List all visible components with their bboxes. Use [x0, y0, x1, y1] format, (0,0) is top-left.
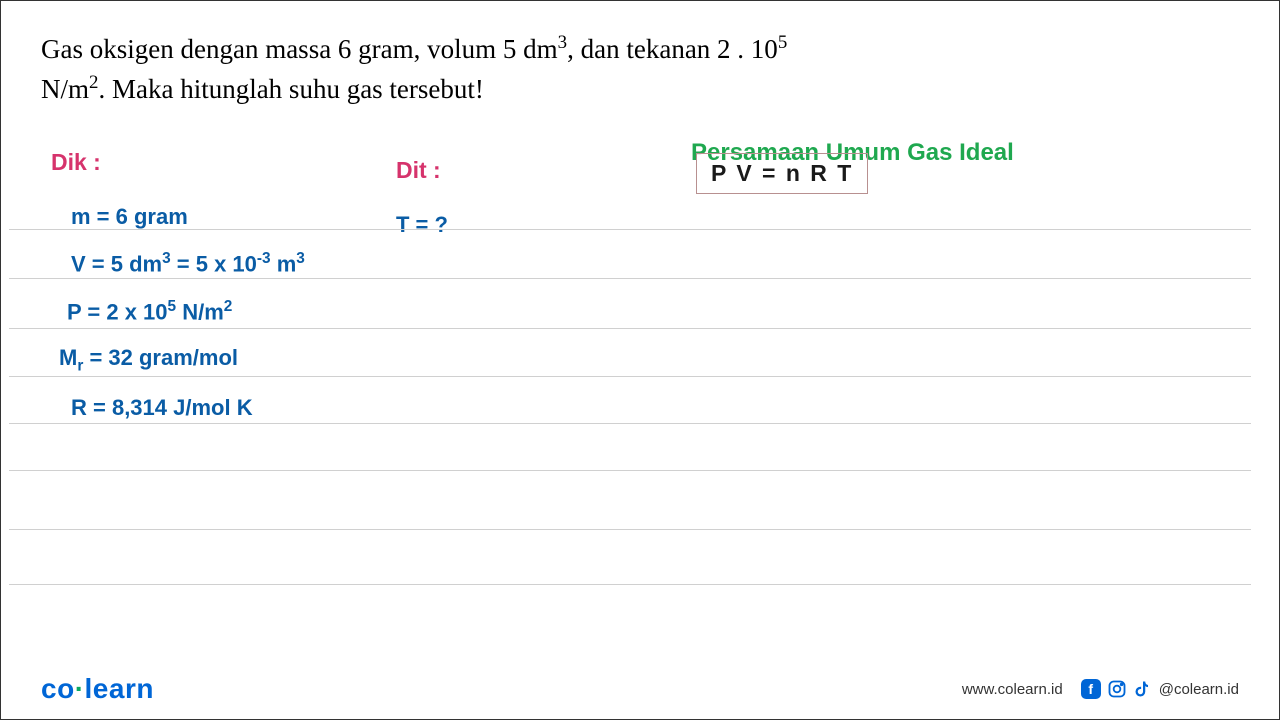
rule-line — [9, 278, 1251, 279]
rule-line — [9, 423, 1251, 424]
rule-line — [9, 229, 1251, 230]
label-dik: Dik : — [41, 149, 396, 176]
q-sup2: 5 — [778, 32, 787, 53]
logo-learn: learn — [85, 673, 154, 704]
q-line2-pre: N/m — [41, 74, 89, 104]
logo-co: co — [41, 673, 75, 704]
label-dit: Dit : — [396, 157, 696, 184]
facebook-icon: f — [1081, 679, 1101, 699]
q-line2-post: . Maka hitunglah suhu gas tersebut! — [98, 74, 483, 104]
instagram-icon — [1107, 679, 1127, 699]
question-text: Gas oksigen dengan massa 6 gram, volum 5… — [41, 29, 1239, 109]
rule-line — [9, 470, 1251, 471]
ruled-lines — [9, 229, 1251, 585]
social-icons: f @colearn.id — [1081, 679, 1239, 699]
logo-dot: · — [75, 673, 85, 704]
rule-line — [9, 584, 1251, 585]
footer: co·learn www.colearn.id f @colearn.id — [1, 659, 1279, 719]
rule-line — [9, 328, 1251, 329]
q-line1-pre: Gas oksigen dengan massa 6 gram, volum 5… — [41, 34, 558, 64]
tiktok-icon — [1133, 679, 1153, 699]
formula-box: P V = n R T — [696, 153, 868, 194]
footer-url: www.colearn.id — [962, 681, 1063, 698]
logo: co·learn — [41, 673, 154, 705]
rule-line — [9, 376, 1251, 377]
rule-line — [9, 529, 1251, 530]
social-handle: @colearn.id — [1159, 681, 1239, 698]
q-line1-mid: , dan tekanan 2 . 10 — [567, 34, 778, 64]
footer-right: www.colearn.id f @colearn.id — [962, 679, 1239, 699]
q-sup1: 3 — [558, 32, 567, 53]
